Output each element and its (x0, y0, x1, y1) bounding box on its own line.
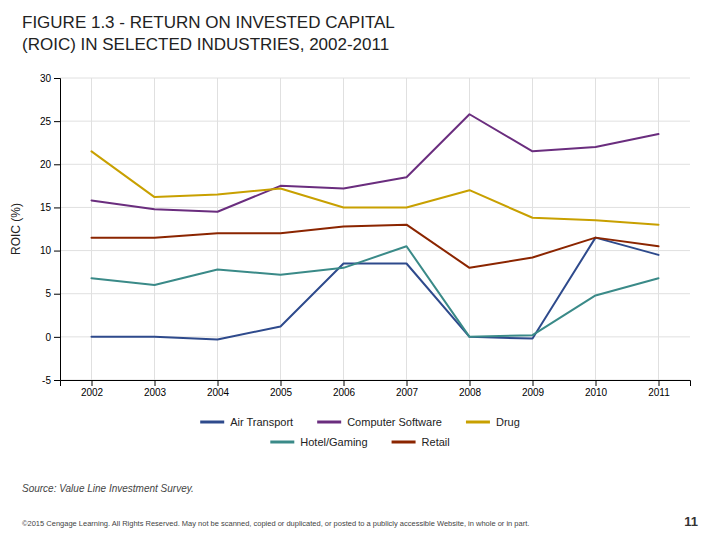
tick-label: 20 (40, 159, 52, 170)
tick-label: -5 (42, 375, 51, 386)
legend-item: Drug (466, 416, 520, 428)
tick-mark (533, 380, 534, 386)
tick: 2011 (648, 380, 670, 398)
tick-mark (407, 380, 408, 386)
tick: 2008 (459, 380, 482, 398)
tick: 10 (40, 245, 60, 256)
tick-mark (218, 380, 219, 386)
tick: -5 (42, 375, 60, 386)
legend-swatch (392, 441, 416, 444)
tick-mark (54, 121, 60, 122)
tick-mark (54, 380, 60, 381)
legend-swatch (270, 441, 294, 444)
tick-label: 2008 (459, 387, 482, 398)
tick-label: 5 (45, 288, 51, 299)
legend: Air Transport Computer Software Drug Hotel/… (200, 416, 520, 448)
x-axis: 2002 2003 2004 2005 2006 2007 2008 2009 2010 2011 (61, 380, 691, 398)
title: FIGURE 1.3 - RETURN ON INVESTED CAPITAL (22, 13, 395, 32)
legend-label: Drug (496, 416, 520, 428)
legend-label: Computer Software (347, 416, 442, 428)
y-axis: -5 0 5 10 15 20 25 30 (40, 73, 61, 386)
lines (92, 114, 659, 339)
tick-label: 15 (40, 202, 52, 213)
legend-item: Air Transport (200, 416, 293, 428)
legend-label: Retail (422, 436, 450, 448)
tick-mark (281, 380, 282, 386)
axis-line (61, 381, 691, 387)
tick-label: 2007 (396, 387, 419, 398)
series-line (92, 246, 659, 337)
grid-line (343, 78, 344, 380)
legend-label: Air Transport (230, 416, 293, 428)
tick: 2010 (585, 380, 608, 398)
page-number: 11 (684, 514, 698, 529)
tick-mark (54, 78, 60, 79)
tick: 2006 (333, 380, 356, 398)
tick-mark (54, 164, 60, 165)
grid (60, 78, 690, 380)
tick-mark (596, 380, 597, 386)
tick: 2007 (396, 380, 419, 398)
tick-label: 2004 (207, 387, 230, 398)
grid-line (280, 78, 281, 380)
tick-mark (92, 380, 93, 386)
tick-mark (155, 380, 156, 386)
tick: 30 (40, 73, 60, 84)
legend-row: Hotel/Gaming Retail (270, 436, 449, 448)
grid-line (217, 78, 218, 380)
grid-line (658, 78, 659, 380)
tick: 20 (40, 159, 60, 170)
y-axis-label: ROIC (%) (9, 203, 23, 255)
grid-line (406, 78, 407, 380)
tick-mark (344, 380, 345, 386)
plot-area: 2002200320042005200620072008200920102011… (9, 73, 691, 398)
tick: 2003 (144, 380, 167, 398)
footer-note: ©2015 Cengage Learning. All Rights Reser… (22, 519, 529, 528)
tick-label: 2009 (522, 387, 545, 398)
tick-label: 10 (40, 245, 52, 256)
tick: 2004 (207, 380, 230, 398)
chart: FIGURE 1.3 - RETURN ON INVESTED CAPITAL (… (0, 0, 720, 540)
tick-label: 25 (40, 116, 52, 127)
tick-label: 2002 (81, 387, 104, 398)
series-line (92, 151, 659, 224)
tick-mark (54, 294, 60, 295)
grid-line (154, 78, 155, 380)
legend-label: Hotel/Gaming (300, 436, 367, 448)
tick-label: 2003 (144, 387, 167, 398)
tick-mark (54, 337, 60, 338)
legend-swatch (466, 421, 490, 424)
series-line (92, 225, 659, 268)
tick: 15 (40, 202, 60, 213)
grid-line (91, 78, 92, 380)
legend-item: Computer Software (317, 416, 442, 428)
legend-item: Retail (392, 436, 450, 448)
tick-mark (54, 207, 60, 208)
tick: 5 (45, 288, 60, 299)
tick: 2002 (81, 380, 104, 398)
tick: 2009 (522, 380, 545, 398)
tick-label: 2006 (333, 387, 356, 398)
tick-label: 0 (45, 332, 51, 343)
legend-item: Hotel/Gaming (270, 436, 367, 448)
tick-label: 30 (40, 73, 52, 84)
legend-swatch (317, 421, 341, 424)
legend-row: Air Transport Computer Software Drug (200, 416, 520, 428)
tick-label: 2010 (585, 387, 608, 398)
series-line (92, 238, 659, 340)
axis-line (54, 79, 61, 381)
grid-line (595, 78, 596, 380)
tick-mark (659, 380, 660, 386)
tick-label: 2005 (270, 387, 293, 398)
legend-swatch (200, 421, 224, 424)
tick: 0 (45, 332, 60, 343)
source-note: Source: Value Line Investment Survey. (22, 483, 194, 494)
tick-mark (54, 251, 60, 252)
tick: 25 (40, 116, 60, 127)
tick-mark (470, 380, 471, 386)
title: (ROIC) IN SELECTED INDUSTRIES, 2002-2011 (22, 35, 389, 54)
tick-label: 2011 (648, 387, 670, 398)
tick: 2005 (270, 380, 293, 398)
